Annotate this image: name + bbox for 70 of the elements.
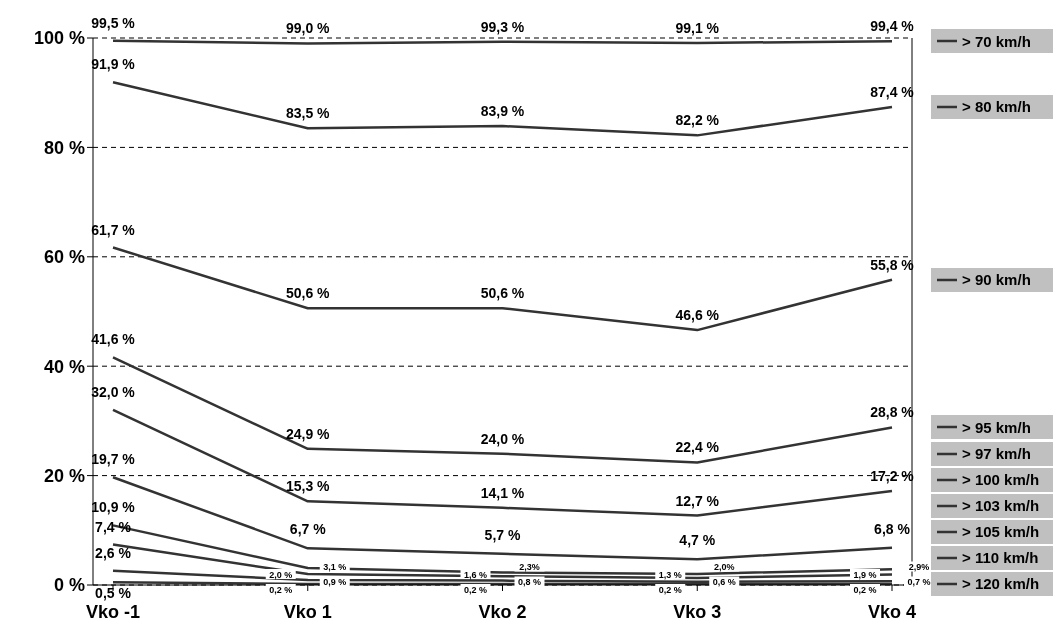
legend-label: > 100 km/h bbox=[931, 467, 1053, 492]
data-label: 99,0 % bbox=[285, 20, 331, 37]
data-label: 3,1 % bbox=[323, 562, 347, 572]
legend-label: > 105 km/h bbox=[931, 519, 1053, 544]
data-label: 0,2 % bbox=[853, 584, 877, 595]
legend-label: > 95 km/h bbox=[931, 415, 1053, 440]
data-label: 2,3% bbox=[519, 562, 540, 572]
legend-label: > 97 km/h bbox=[931, 441, 1053, 466]
data-label: 6,8 % bbox=[874, 520, 911, 537]
y-tick-label: 40 % bbox=[43, 356, 85, 377]
data-label: 17,2 % bbox=[870, 467, 915, 484]
x-tick-label: Vko -1 bbox=[85, 601, 141, 622]
data-label: 99,4 % bbox=[870, 18, 915, 35]
y-tick-label: 0 % bbox=[53, 575, 85, 596]
legend-label: > 120 km/h bbox=[931, 571, 1053, 596]
legend-label: > 110 km/h bbox=[931, 545, 1053, 570]
data-label: 91,9 % bbox=[91, 56, 136, 73]
data-label: 87,4 % bbox=[870, 83, 915, 100]
data-label: 1,6 % bbox=[463, 569, 488, 580]
data-label: 0,9 % bbox=[323, 577, 347, 587]
y-tick-label: 80 % bbox=[43, 137, 85, 158]
data-label: 99,1 % bbox=[675, 19, 720, 36]
data-label: 5,7 % bbox=[484, 526, 521, 543]
data-label: 83,9 % bbox=[480, 103, 525, 120]
legend-label: > 70 km/h bbox=[931, 29, 1053, 54]
data-label: 50,6 % bbox=[480, 285, 525, 302]
data-label: 0,2 % bbox=[269, 584, 293, 595]
data-label: 12,7 % bbox=[675, 492, 720, 509]
x-tick-label: Vko 4 bbox=[867, 601, 917, 622]
data-label: 24,0 % bbox=[480, 430, 525, 447]
x-tick-label: Vko 1 bbox=[283, 601, 332, 622]
legend-label: > 90 km/h bbox=[931, 267, 1053, 292]
data-label: 6,7 % bbox=[289, 521, 327, 538]
data-label: 32,0 % bbox=[91, 383, 136, 400]
data-label: 99,5 % bbox=[91, 14, 136, 31]
x-tick-label: Vko 2 bbox=[478, 601, 527, 622]
data-label: 99,3 % bbox=[480, 18, 525, 35]
data-label: 15,3 % bbox=[285, 478, 331, 495]
legend-label: > 80 km/h bbox=[931, 94, 1053, 119]
data-label: 2,6 % bbox=[95, 544, 132, 561]
data-label: 46,6 % bbox=[675, 307, 720, 324]
data-label: 82,2 % bbox=[675, 112, 720, 129]
data-label: 0,2 % bbox=[658, 584, 682, 595]
data-label: 28,8 % bbox=[870, 404, 915, 421]
x-tick-label: Vko 3 bbox=[673, 601, 722, 622]
data-label: 41,6 % bbox=[91, 331, 136, 348]
data-label: 55,8 % bbox=[870, 256, 915, 273]
data-label: 50,6 % bbox=[285, 285, 331, 302]
data-label: 0,2 % bbox=[463, 584, 488, 595]
data-label: 1,3 % bbox=[658, 569, 682, 580]
data-label: 0,8 % bbox=[517, 577, 542, 587]
legend-label: > 103 km/h bbox=[931, 493, 1053, 518]
data-label: 2,0% bbox=[713, 562, 735, 572]
data-label: 4,7 % bbox=[679, 532, 716, 549]
data-label: 2,9% bbox=[908, 562, 930, 572]
data-label: 0,5 % bbox=[95, 585, 132, 602]
data-label: 19,7 % bbox=[91, 451, 136, 468]
data-label: 1,9 % bbox=[853, 569, 877, 580]
y-tick-label: 60 % bbox=[43, 247, 85, 268]
data-label: 0,7 % bbox=[907, 577, 931, 587]
data-label: 2,0 % bbox=[269, 569, 293, 580]
y-tick-label: 20 % bbox=[43, 465, 85, 486]
data-label: 61,7 % bbox=[91, 221, 136, 238]
data-label: 83,5 % bbox=[285, 105, 331, 122]
y-tick-label: 100 % bbox=[33, 28, 85, 49]
data-label: 14,1 % bbox=[480, 484, 525, 501]
data-label: 10,9 % bbox=[91, 499, 136, 516]
data-label: 0,6 % bbox=[712, 577, 736, 587]
data-label: 24,9 % bbox=[285, 425, 331, 442]
data-label: 22,4 % bbox=[675, 439, 720, 456]
